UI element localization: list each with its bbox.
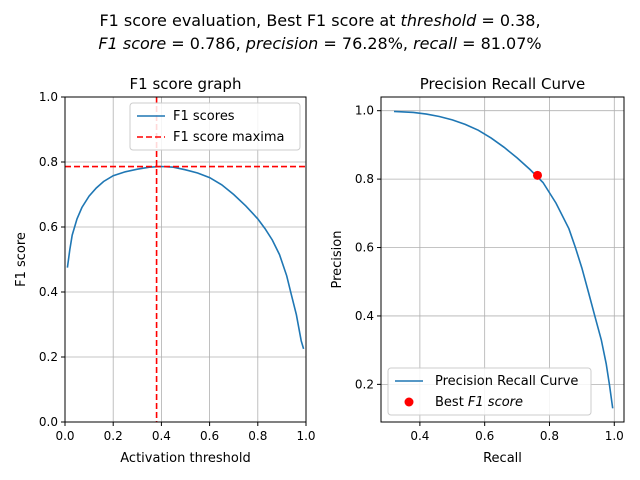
f1-axes-title: F1 score graph xyxy=(130,75,242,93)
pr-legend: Precision Recall Curve Best F1 score xyxy=(387,367,592,416)
y-tick-label: 0.4 xyxy=(39,285,58,299)
y-tick-label: 1.0 xyxy=(355,104,374,118)
figure-title-line-1: F1 score evaluation, Best F1 score at th… xyxy=(99,11,540,30)
x-tick-label: 0.8 xyxy=(248,429,267,443)
f1-legend: F1 scores F1 score maxima xyxy=(129,102,301,151)
x-tick-label: 0.8 xyxy=(540,429,559,443)
y-tick-label: 0.0 xyxy=(39,415,58,429)
y-tick-label: 0.2 xyxy=(39,350,58,364)
pr-axes-title: Precision Recall Curve xyxy=(420,75,585,93)
y-tick-label: 0.2 xyxy=(355,377,374,391)
y-tick-label: 0.4 xyxy=(355,309,374,323)
best-f1-point xyxy=(532,170,542,180)
pr-x-axis-label: Recall xyxy=(483,451,522,466)
x-tick-label: 0.4 xyxy=(410,429,429,443)
f1-axes-frame xyxy=(64,96,307,423)
x-tick-label: 0.4 xyxy=(152,429,171,443)
pr-series-line xyxy=(393,110,614,409)
x-tick-label: 1.0 xyxy=(605,429,624,443)
f1-x-axis-label: Activation threshold xyxy=(120,451,250,466)
x-tick-label: 1.0 xyxy=(296,429,315,443)
legend-box xyxy=(387,367,592,416)
figure-title-line-2: F1 score = 0.786, precision = 76.28%, re… xyxy=(98,34,541,53)
f1-y-axis-label: F1 score xyxy=(14,232,29,287)
legend-label-pr-curve: Precision Recall Curve xyxy=(435,374,578,389)
x-tick-label: 0.2 xyxy=(104,429,123,443)
legend-label-f1-scores: F1 scores xyxy=(173,109,235,124)
f1-score-plot: 0.0 0.2 0.4 0.6 0.8 1.0 0.0 0.2 0.4 0.6 0.8 1.0 F1 s… xyxy=(14,75,316,466)
x-tick-label: 0.6 xyxy=(200,429,219,443)
pr-y-axis-label: Precision xyxy=(330,230,345,288)
x-tick-label: 0.0 xyxy=(55,429,74,443)
y-tick-label: 0.8 xyxy=(39,155,58,169)
y-tick-label: 0.6 xyxy=(355,241,374,255)
legend-box xyxy=(129,102,301,151)
legend-label-f1-maxima: F1 score maxima xyxy=(173,130,285,145)
legend-label-best-f1: Best F1 score xyxy=(435,395,523,410)
x-tick-label: 0.6 xyxy=(475,429,494,443)
legend-marker-best-f1 xyxy=(404,397,414,407)
y-tick-label: 0.8 xyxy=(355,172,374,186)
pr-axes-frame xyxy=(380,96,625,423)
precision-recall-plot: 0.4 0.6 0.8 1.0 0.2 0.4 0.6 0.8 1.0 Precision Rec… xyxy=(330,75,625,466)
y-tick-label: 0.6 xyxy=(39,220,58,234)
f1-series-line xyxy=(66,165,305,350)
y-tick-label: 1.0 xyxy=(39,90,58,104)
